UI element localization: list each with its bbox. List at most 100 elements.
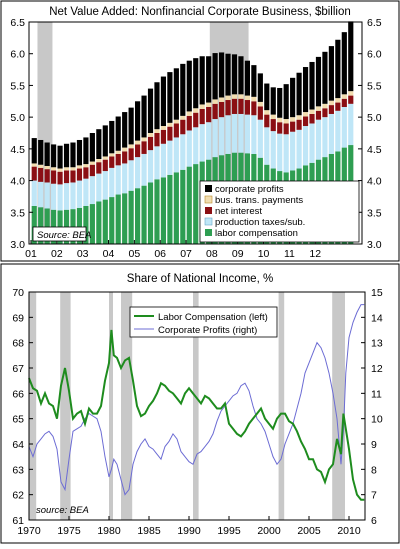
bar-production-19	[154, 146, 160, 180]
bar-transfers-23	[180, 115, 186, 120]
bar-transfers-36	[264, 110, 270, 115]
bar-transfers-44	[315, 106, 322, 111]
bottom-y-axis-left: 61 62 63 64 65 66 67 68 69 70	[12, 287, 33, 527]
bar-interest-33	[244, 100, 250, 115]
bar-interest-5	[63, 170, 70, 184]
bar-interest-39	[283, 123, 289, 135]
top-ytick-label-left-0: 3.0	[10, 239, 25, 251]
bottom-ytick-label-right-6: 12	[371, 363, 383, 375]
legend-swatch-labor	[205, 229, 212, 236]
bar-production-44	[315, 119, 322, 160]
bar-profits-47	[335, 39, 341, 99]
bottom-ytick-label-right-5: 11	[371, 388, 382, 400]
bottom-recession-band-3	[121, 292, 133, 520]
bottom-xtick-label-1: 1975	[57, 525, 81, 537]
bar-labor-10	[96, 201, 102, 244]
bottom-xtick-label-3: 1985	[137, 525, 161, 537]
top-ytick-label-right-4: 5.0	[367, 112, 382, 124]
bar-transfers-3	[51, 167, 57, 171]
bar-transfers-9	[89, 161, 95, 165]
bar-interest-9	[89, 164, 95, 177]
bar-transfers-29	[218, 97, 225, 102]
bar-transfers-46	[328, 100, 334, 106]
bar-production-9	[89, 176, 95, 205]
bar-production-49	[348, 103, 354, 146]
bar-interest-42	[302, 116, 309, 127]
bar-profits-30	[225, 53, 231, 96]
top-ytick-label-right-2: 4.0	[367, 176, 382, 188]
bar-production-30	[225, 115, 231, 154]
bar-production-24	[186, 130, 192, 167]
bar-profits-43	[309, 61, 315, 110]
bar-interest-16	[135, 144, 141, 158]
bar-profits-35	[257, 73, 263, 102]
bar-production-10	[96, 173, 102, 202]
top-legend-box	[199, 180, 360, 243]
bottom-line-series	[28, 304, 365, 501]
bar-profits-18	[147, 88, 154, 133]
bar-profits-5	[63, 143, 70, 168]
bar-transfers-8	[83, 164, 89, 168]
bar-production-47	[335, 110, 341, 152]
bar-interest-26	[199, 108, 205, 125]
bar-profits-46	[328, 46, 334, 101]
bar-interest-34	[251, 101, 257, 116]
bar-production-21	[167, 140, 173, 175]
bar-production-28	[212, 119, 218, 158]
legend-swatch-profits	[205, 185, 212, 192]
bar-interest-21	[167, 126, 173, 141]
top-ytick-label-left-7: 6.5	[10, 17, 25, 29]
bar-interest-27	[206, 106, 212, 123]
bottom-ytick-label-right-2: 8	[371, 464, 377, 476]
legend-label-profits-share: Corporate Profits (right)	[158, 325, 257, 336]
bar-production-34	[251, 115, 257, 154]
top-ytick-label-right-7: 6.5	[367, 17, 382, 29]
bar-transfers-49	[348, 91, 354, 96]
top-source-label: Source: BEA	[37, 230, 91, 241]
top-ytick-label-right-0: 3.0	[367, 239, 382, 251]
bar-production-12	[109, 167, 115, 198]
bar-profits-44	[315, 56, 322, 107]
bar-interest-19	[154, 133, 160, 147]
top-legend: corporate profits bus. trans. payments n…	[199, 180, 360, 243]
bar-production-0	[31, 180, 37, 206]
bar-interest-15	[128, 148, 134, 161]
bar-profits-8	[83, 137, 89, 165]
bottom-ytick-label-left-1: 62	[12, 490, 24, 502]
bar-production-14	[122, 163, 128, 194]
bar-interest-0	[31, 166, 37, 181]
bar-labor-2	[44, 208, 50, 244]
bottom-xtick-label-5: 1995	[217, 525, 241, 537]
bar-production-16	[135, 157, 141, 189]
bottom-recession-band-4	[193, 292, 199, 520]
bar-transfers-24	[186, 111, 192, 116]
bar-interest-7	[76, 168, 83, 181]
bottom-xtick-label-0: 1970	[17, 525, 41, 537]
bar-transfers-47	[335, 98, 341, 103]
bar-labor-17	[141, 185, 147, 244]
top-xtick-label-11: 12	[309, 248, 321, 260]
bar-interest-24	[186, 115, 192, 131]
bottom-ytick-label-right-3: 9	[371, 439, 377, 451]
bar-interest-46	[328, 105, 334, 114]
bar-production-41	[296, 129, 302, 169]
bar-interest-32	[238, 98, 244, 114]
bottom-ytick-label-left-8: 69	[12, 312, 24, 324]
bar-profits-2	[44, 142, 50, 166]
bar-production-35	[257, 119, 263, 158]
legend-swatch-interest	[205, 207, 212, 214]
bar-transfers-2	[44, 165, 50, 170]
bar-production-17	[141, 153, 147, 186]
bar-transfers-48	[341, 94, 347, 99]
bar-production-29	[218, 117, 225, 156]
bar-interest-25	[193, 112, 199, 128]
bar-profits-28	[212, 53, 218, 100]
top-xtick-label-5: 06	[154, 248, 166, 260]
bar-interest-47	[335, 102, 341, 111]
bar-profits-11	[102, 125, 108, 157]
bar-interest-41	[296, 119, 302, 130]
bar-profits-45	[322, 51, 328, 104]
legend-label-profits: corporate profits	[215, 184, 284, 195]
legend-label-production: production taxes/sub.	[215, 217, 305, 228]
bottom-ytick-label-left-9: 70	[12, 287, 24, 299]
